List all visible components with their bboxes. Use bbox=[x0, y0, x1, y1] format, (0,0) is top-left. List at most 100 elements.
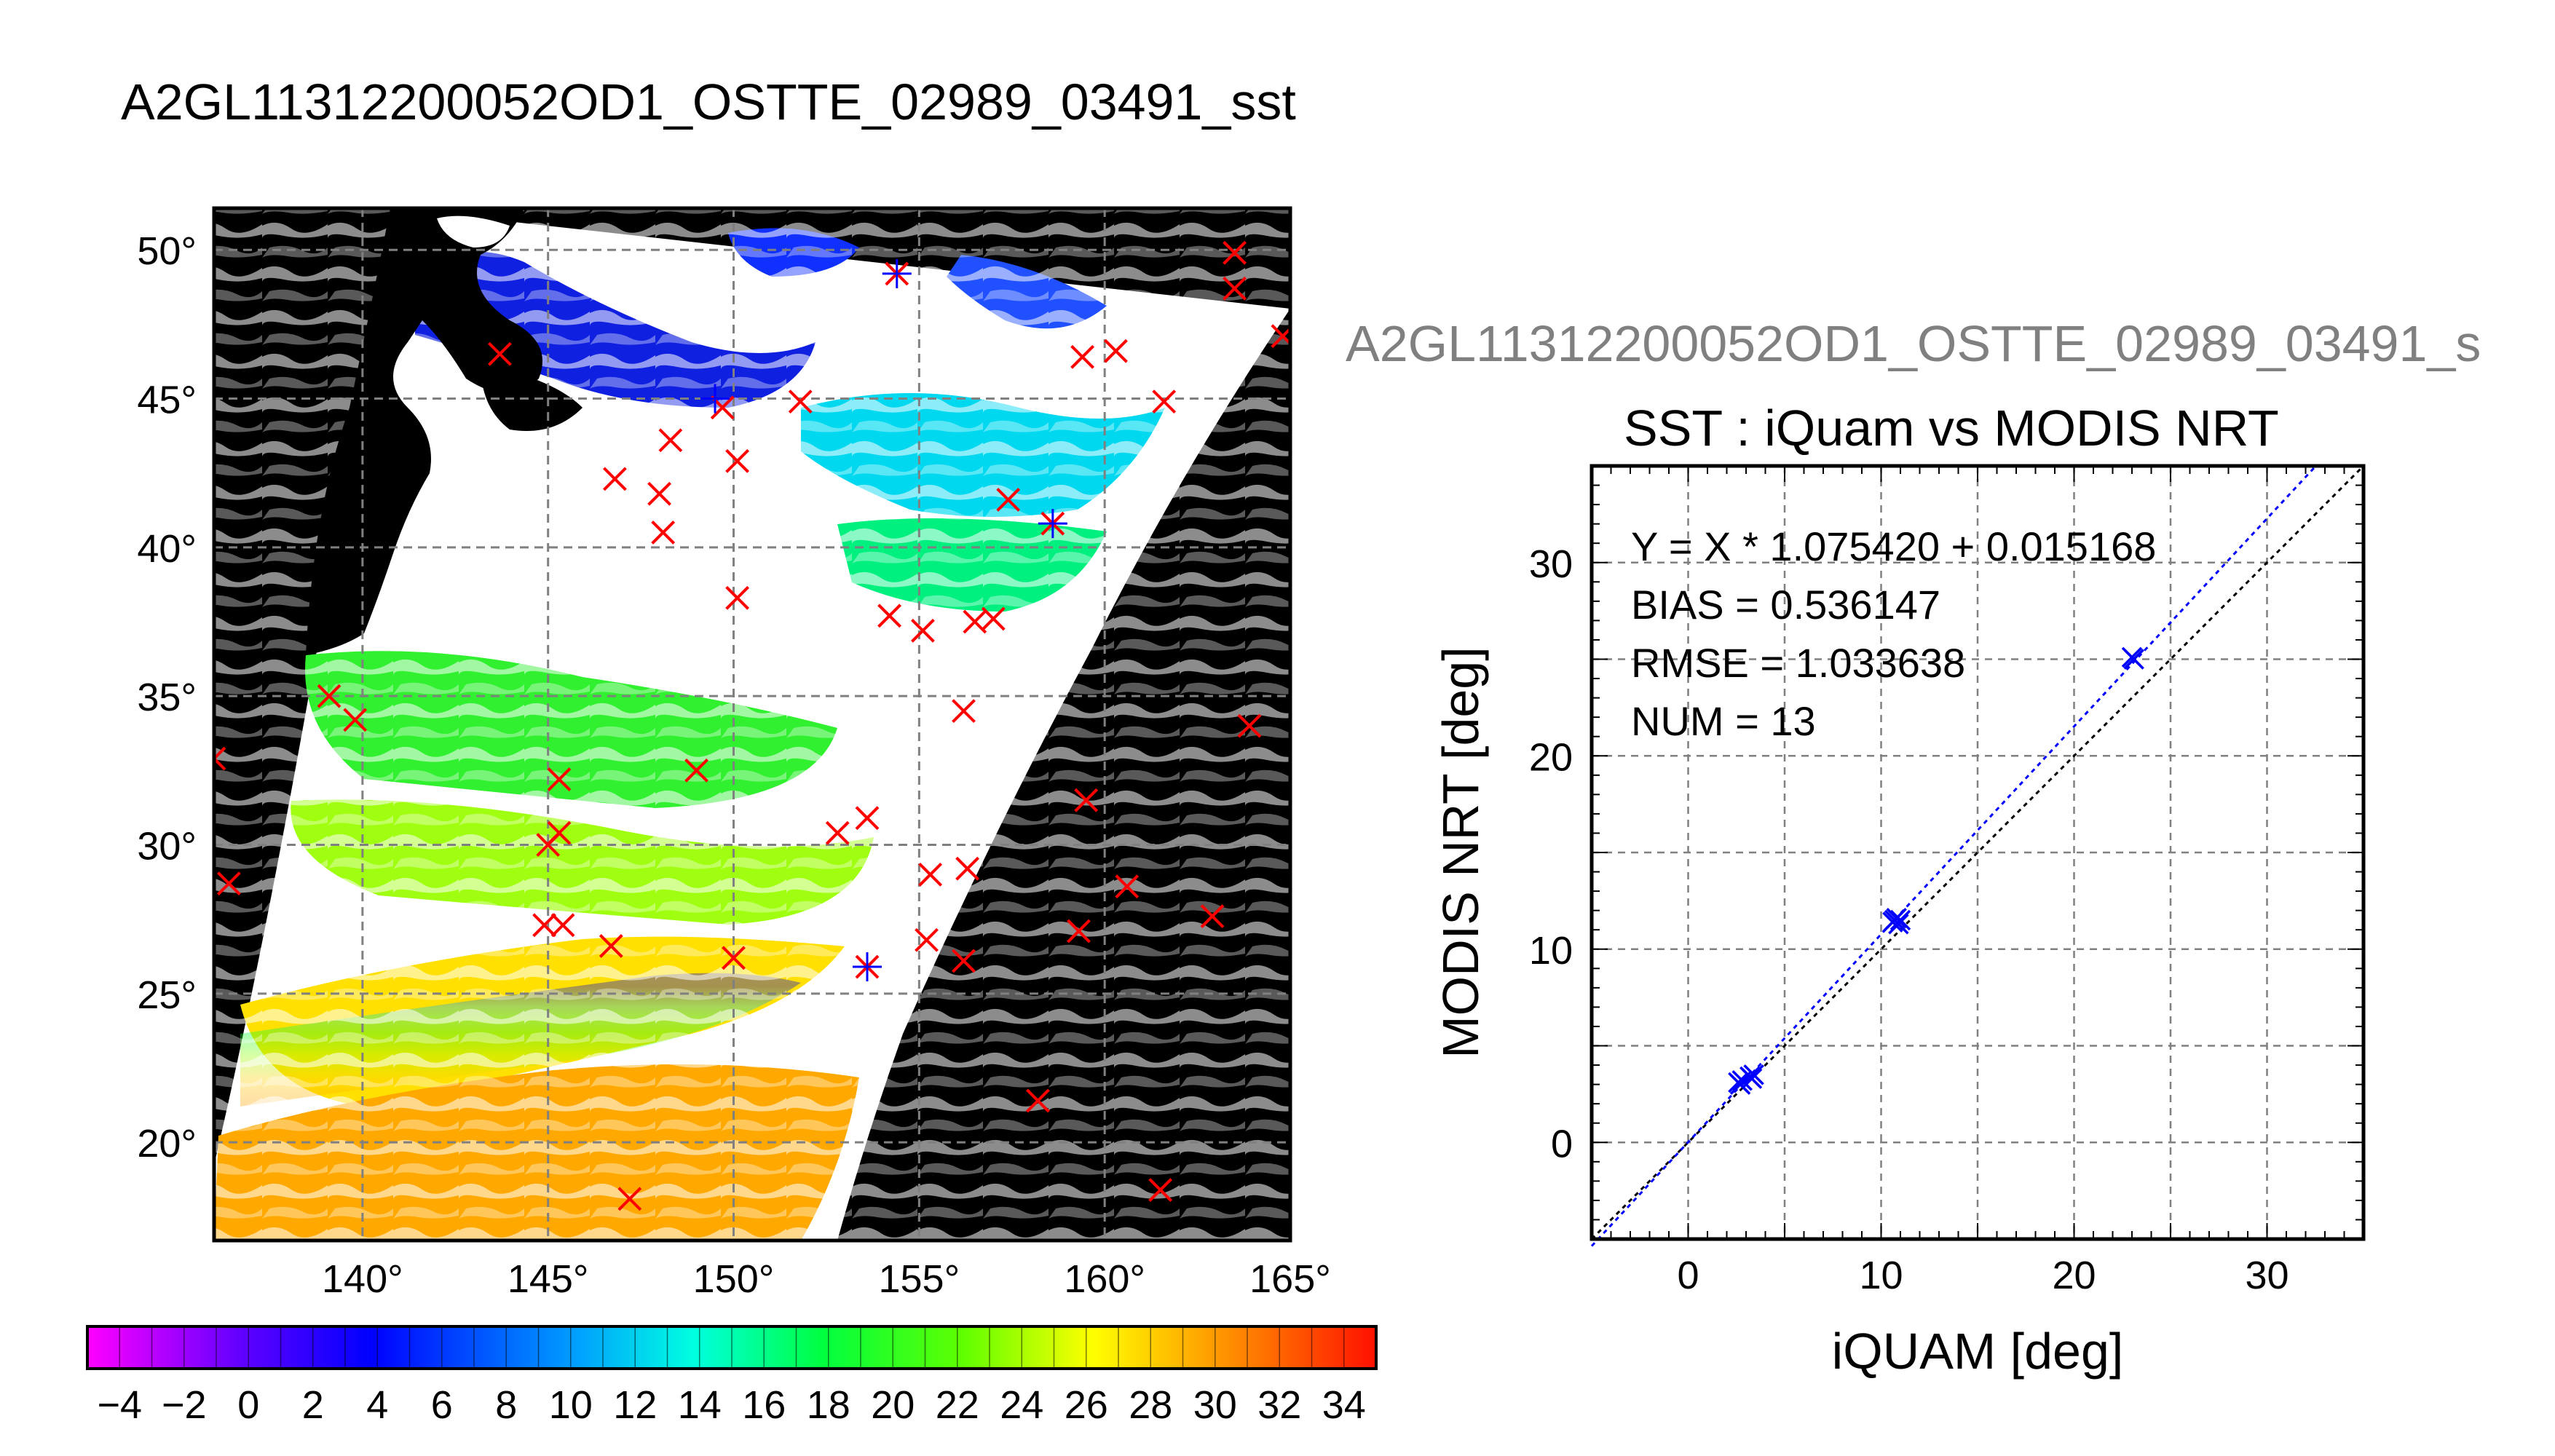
map-marker-red bbox=[1067, 919, 1091, 943]
scatter-grid bbox=[1592, 466, 2364, 1239]
map-marker-red bbox=[1200, 904, 1225, 928]
map-marker-red bbox=[788, 389, 813, 414]
colorbar-tick-label: 24 bbox=[1000, 1383, 1043, 1427]
scatter-point bbox=[2123, 649, 2144, 670]
map-marker-red bbox=[1223, 276, 1247, 301]
y-tick-label: 30 bbox=[1529, 542, 1573, 586]
colorbar-tick-label: 18 bbox=[807, 1383, 850, 1427]
map-marker-blue bbox=[852, 952, 882, 982]
land-mask bbox=[306, 208, 583, 655]
lat-tick-label: 35° bbox=[137, 676, 197, 719]
panel-title: A2GL11312200052OD1_OSTTE_02989_03491_s bbox=[1346, 315, 2481, 372]
lat-tick-label: 50° bbox=[137, 229, 197, 273]
colorbar-tick-label: −4 bbox=[97, 1383, 142, 1427]
map-grid bbox=[214, 208, 1290, 1241]
colorbar-tick-label: 28 bbox=[1129, 1383, 1172, 1427]
map-marker-red bbox=[911, 618, 935, 643]
x-tick-label: 30 bbox=[2245, 1254, 2289, 1297]
map-marker-red bbox=[952, 699, 976, 724]
y-tick-label: 10 bbox=[1529, 929, 1573, 973]
colorbar-dividers bbox=[119, 1326, 1345, 1369]
map-marker-red bbox=[981, 606, 1006, 631]
x-axis-label: iQUAM [deg] bbox=[1832, 1323, 2124, 1380]
identity-line bbox=[1590, 464, 2365, 1241]
y-axis-label: MODIS NRT [deg] bbox=[1432, 646, 1489, 1058]
regression-line bbox=[1590, 464, 2317, 1247]
map-marker-red bbox=[343, 708, 368, 732]
x-tick-label: 0 bbox=[1677, 1254, 1699, 1297]
lon-labels: 140° 145° 150° 155° 160° 165° bbox=[322, 1257, 1331, 1301]
map-title: A2GL11312200052OD1_OSTTE_02989_03491_sst bbox=[121, 74, 1296, 130]
colorbar-tick-label: 2 bbox=[302, 1383, 324, 1427]
lat-labels: 50° 45° 40° 35° 30° 25° 20° bbox=[137, 229, 197, 1166]
map-marker-red bbox=[1148, 1178, 1173, 1202]
map-marker-red bbox=[996, 488, 1021, 512]
map-marker-red bbox=[952, 949, 976, 973]
colorbar-tick-label: 8 bbox=[495, 1383, 517, 1427]
colorbar-frame bbox=[86, 1325, 1378, 1370]
map-marker-red bbox=[1026, 1088, 1050, 1113]
map-marker-red bbox=[550, 913, 575, 938]
colorbar-tick-label: 10 bbox=[549, 1383, 593, 1427]
colorbar-tick-label: 14 bbox=[678, 1383, 722, 1427]
map-frame bbox=[212, 206, 1292, 1243]
map-plot-area bbox=[214, 208, 1290, 1241]
map-marker-red bbox=[1104, 339, 1128, 363]
map-marker-red bbox=[877, 604, 901, 628]
map-marker-red bbox=[532, 913, 557, 938]
map-marker-red bbox=[855, 806, 880, 831]
colorbar-tick-label: 0 bbox=[237, 1383, 259, 1427]
lon-tick-label: 165° bbox=[1249, 1257, 1331, 1301]
colorbar-tick-label: 30 bbox=[1193, 1383, 1237, 1427]
map-marker-red bbox=[317, 684, 341, 708]
scatter-point bbox=[1886, 908, 1907, 929]
map-marker-red bbox=[725, 448, 750, 473]
colorbar-tick-label: 32 bbox=[1257, 1383, 1301, 1427]
map-marker-red bbox=[1237, 713, 1262, 738]
map-marker-red bbox=[488, 341, 512, 366]
map-marker-red bbox=[955, 856, 980, 881]
y-tick-labels: 0 10 20 30 bbox=[1529, 542, 1573, 1166]
map-markers bbox=[214, 240, 1290, 1211]
colorbar-tick-label: −2 bbox=[162, 1383, 207, 1427]
scatter-point bbox=[1889, 909, 1911, 931]
lon-tick-label: 155° bbox=[878, 1257, 960, 1301]
lat-tick-label: 25° bbox=[137, 973, 197, 1017]
map-marker-blue bbox=[700, 384, 730, 414]
map-marker-red bbox=[651, 521, 676, 545]
y-tick-label: 20 bbox=[1529, 735, 1573, 779]
lat-tick-label: 45° bbox=[137, 379, 197, 422]
x-tick-label: 20 bbox=[2052, 1254, 2096, 1297]
stat-rmse: RMSE = 1.033638 bbox=[1631, 640, 1965, 686]
colorbar-tick-label: 26 bbox=[1065, 1383, 1108, 1427]
colorbar-tick-label: 6 bbox=[431, 1383, 453, 1427]
scatter-point bbox=[1743, 1064, 1764, 1085]
map-marker-red bbox=[1070, 344, 1095, 369]
x-tick-label: 10 bbox=[1859, 1254, 1903, 1297]
lon-tick-label: 150° bbox=[693, 1257, 775, 1301]
map-marker-red bbox=[915, 927, 939, 952]
map-marker-red bbox=[725, 585, 750, 610]
y-tick-label: 0 bbox=[1551, 1122, 1573, 1166]
map-marker-blue bbox=[1038, 509, 1067, 539]
map-marker-red bbox=[1152, 389, 1177, 414]
colorbar-tick-label: 34 bbox=[1322, 1383, 1366, 1427]
map-marker-red bbox=[617, 1187, 642, 1211]
lat-tick-label: 20° bbox=[137, 1122, 197, 1166]
map-marker-red bbox=[599, 934, 623, 958]
colorbar-tick-label: 12 bbox=[613, 1383, 657, 1427]
map-marker-red bbox=[216, 871, 241, 896]
map-marker-red bbox=[825, 820, 850, 845]
sst-field bbox=[214, 208, 1290, 1241]
scatter-point bbox=[1888, 913, 1909, 935]
lat-tick-label: 40° bbox=[137, 527, 197, 571]
map-marker-blue bbox=[882, 258, 912, 288]
lon-tick-label: 160° bbox=[1064, 1257, 1145, 1301]
stat-num: NUM = 13 bbox=[1631, 698, 1816, 744]
scatter-frame bbox=[1590, 464, 2366, 1241]
map-marker-red bbox=[1223, 240, 1247, 265]
map-marker-red bbox=[536, 833, 561, 857]
colorbar-tick-label: 20 bbox=[871, 1383, 915, 1427]
stat-bias: BIAS = 0.536147 bbox=[1631, 582, 1940, 628]
